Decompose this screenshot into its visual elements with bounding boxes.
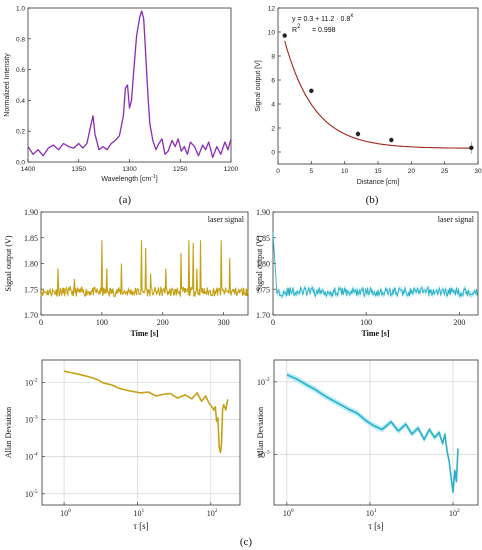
x-tick-label-b: 30 (474, 168, 482, 175)
panel-label-b: (b) (366, 194, 379, 206)
x-tick-label-b: 5 (310, 168, 314, 175)
x-tick-label-c1: 200 (157, 318, 169, 327)
y-tick-label-c2: 1.80 (256, 260, 270, 269)
y-tick-label-c3: 10-3 (25, 415, 38, 425)
data-point-b (309, 88, 314, 94)
x-axis-label-b: Distance [cm] (357, 179, 399, 186)
y-tick-label-c1: 1.70 (24, 311, 38, 320)
panel-label-c: (c) (240, 536, 253, 548)
y-tick-label-a: 0.4 (16, 98, 25, 105)
data-point-b (389, 137, 394, 143)
x-tick-label-c1: 100 (96, 318, 108, 327)
plot-frame-c4 (273, 359, 479, 506)
x-tick-label-a: 1300 (122, 166, 137, 173)
x-tick-label-a: 1350 (72, 166, 87, 173)
x-tick-label-a: 1400 (21, 166, 36, 173)
y-tick-label-a: 0.2 (16, 129, 25, 136)
x-tick-label-c3: 100 (60, 508, 71, 518)
spectrum-line-a (27, 10, 232, 159)
annotation-c1: laser signal (208, 215, 245, 224)
x-tick-label-a: 1200 (224, 166, 239, 173)
x-tick-label-c4: 102 (449, 508, 460, 518)
x-tick-label-b: 15 (374, 168, 382, 175)
y-tick-label-c2: 1.70 (256, 311, 270, 320)
r-squared-value-b: = 0.998 (312, 27, 336, 34)
x-tick-label-b: 10 (341, 168, 349, 175)
plot-frame-c3 (41, 359, 241, 506)
x-tick-label-b: 0 (276, 168, 280, 175)
y-tick-label-b: 4 (271, 102, 275, 109)
plot-frame-c1 (40, 211, 249, 316)
fit-curve-b (284, 40, 472, 149)
y-tick-label-b: 8 (271, 54, 275, 61)
plot-frame-c2 (272, 211, 479, 316)
x-tick-label-a: 1250 (173, 166, 188, 173)
y-tick-label-b: 10 (268, 30, 276, 37)
data-point-b (355, 131, 361, 137)
x-tick-label-c4: 101 (366, 508, 377, 518)
x-tick-label-c2: 200 (453, 318, 465, 327)
y-tick-label-b: 6 (271, 78, 275, 85)
y-tick-label-a: 0.8 (16, 36, 25, 43)
x-tick-label-b: 20 (408, 168, 416, 175)
x-axis-label-c4: τ [s] (368, 521, 383, 531)
y-axis-label-b: Signal output [V] (255, 60, 262, 111)
y-tick-label-c1: 1.90 (24, 208, 38, 217)
plot-frame-b (277, 7, 479, 165)
signal-line-c1 (40, 240, 249, 298)
y-tick-label-c2: 1.75 (256, 285, 270, 294)
data-point-b (282, 33, 287, 38)
y-tick-label-c2: 1.85 (256, 234, 270, 243)
fit-equation-b: y = 0.3 + 11.2 · 0.8x (292, 13, 353, 23)
y-tick-label-b: 12 (268, 6, 276, 13)
x-tick-label-c2: 0 (271, 318, 275, 327)
r-squared-b: R2 (292, 24, 301, 34)
y-tick-label-b: 0 (271, 150, 275, 157)
x-tick-label-c4: 100 (283, 508, 294, 518)
y-tick-label-a: 0.6 (16, 67, 25, 74)
deviation-line-c3 (63, 370, 229, 454)
x-tick-label-c3: 101 (133, 508, 144, 518)
x-axis-label-c2: Time [s] (361, 329, 389, 338)
y-tick-label-c3: 10-2 (25, 377, 38, 387)
x-tick-label-c3: 102 (207, 508, 218, 518)
y-tick-label-c3: 10-5 (25, 489, 38, 499)
x-tick-label-b: 25 (441, 168, 449, 175)
x-axis-label-c1: Time [s] (130, 329, 158, 338)
x-axis-label-c3: τ [s] (133, 521, 148, 531)
y-tick-label-c1: 1.85 (24, 234, 38, 243)
y-axis-label-c1: Signal output (V) (4, 235, 13, 291)
y-axis-label-c2: Signal output (V) (255, 235, 264, 291)
signal-line-c2 (272, 232, 478, 298)
y-tick-label-c2: 1.90 (256, 208, 270, 217)
deviation-line-c4 (286, 374, 459, 493)
y-axis-label-c4: Allan Deviation (256, 407, 265, 458)
x-tick-label-c1: 300 (218, 318, 230, 327)
panel-label-a: (a) (119, 194, 132, 206)
y-tick-label-c3: 10-4 (25, 452, 38, 462)
data-point-b (469, 145, 474, 150)
y-axis-label-c3: Allan Deviation (4, 407, 13, 458)
x-axis-label-a: Wavelength [cm-1] (101, 174, 157, 183)
y-tick-label-c4: 10-3 (257, 449, 270, 459)
y-tick-label-c1: 1.80 (24, 260, 38, 269)
y-tick-label-b: 2 (271, 126, 275, 133)
annotation-c2: laser signal (438, 215, 475, 224)
plot-frame-a (27, 7, 232, 163)
y-tick-label-a: 0.0 (16, 160, 25, 167)
x-tick-label-c1: 0 (39, 318, 43, 327)
y-tick-label-a: 1.0 (16, 6, 25, 13)
y-axis-label-a: Normalized Intensity (4, 53, 11, 117)
y-tick-label-c1: 1.75 (24, 285, 38, 294)
x-tick-label-c2: 100 (360, 318, 372, 327)
y-tick-label-c4: 10-2 (257, 377, 270, 387)
